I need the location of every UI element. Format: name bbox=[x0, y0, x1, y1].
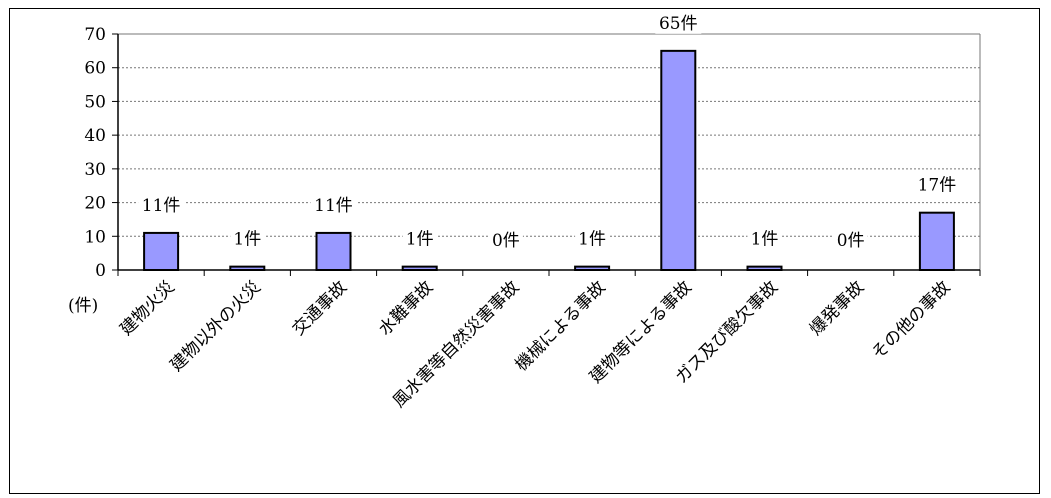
data-labels: 11件 1件 11件 1件 0件 1件 65件 1件 0件 17件 bbox=[138, 11, 960, 251]
y-tick-label: 50 bbox=[84, 92, 106, 112]
bar bbox=[660, 49, 697, 271]
data-label: 1件 bbox=[578, 230, 606, 250]
y-tick-labels: 0 10 20 30 40 50 60 70 bbox=[84, 25, 106, 281]
bar bbox=[315, 231, 352, 272]
data-label-bg bbox=[913, 173, 960, 196]
data-label-bg bbox=[575, 227, 610, 250]
category-label: 建物以外の火災 bbox=[167, 277, 265, 375]
category-label: 爆発事故 bbox=[806, 277, 868, 339]
data-label-bg bbox=[833, 229, 868, 251]
bar bbox=[229, 265, 266, 271]
data-label-bg bbox=[747, 227, 782, 250]
y-tick-label: 10 bbox=[84, 227, 106, 247]
category-label: 水難事故 bbox=[375, 277, 437, 339]
category-label: 機械による事故 bbox=[512, 277, 610, 375]
gridlines bbox=[118, 33, 981, 270]
data-label: 0件 bbox=[837, 231, 865, 251]
category-label: その他の事故 bbox=[868, 277, 954, 363]
y-tick-label: 60 bbox=[84, 59, 106, 79]
data-label-bg bbox=[488, 229, 523, 251]
data-label: 65件 bbox=[659, 14, 698, 34]
y-unit-label: (件) bbox=[68, 296, 98, 316]
chart-frame bbox=[9, 8, 1040, 494]
data-label: 11件 bbox=[314, 196, 353, 216]
bar bbox=[574, 265, 611, 271]
y-tick-label: 0 bbox=[95, 261, 106, 281]
data-label-bg bbox=[310, 193, 357, 216]
data-label-bg bbox=[655, 11, 702, 34]
category-label: 交通事故 bbox=[289, 277, 351, 339]
bar bbox=[746, 265, 783, 271]
y-tick-label: 70 bbox=[84, 25, 106, 45]
data-label-bg bbox=[138, 193, 185, 216]
data-label-bg bbox=[230, 227, 265, 250]
data-label: 17件 bbox=[918, 176, 957, 196]
data-label: 0件 bbox=[492, 231, 520, 251]
bars bbox=[143, 49, 955, 272]
bar bbox=[918, 211, 955, 271]
y-tick-label: 40 bbox=[84, 126, 106, 146]
bar bbox=[143, 231, 180, 272]
category-label: 建物火災 bbox=[116, 277, 178, 339]
data-label: 1件 bbox=[751, 230, 779, 250]
data-label: 1件 bbox=[406, 230, 434, 250]
data-label: 1件 bbox=[233, 230, 261, 250]
y-tick-label: 20 bbox=[84, 194, 106, 214]
data-label-bg bbox=[402, 227, 437, 250]
bar bbox=[401, 265, 438, 271]
data-label: 11件 bbox=[142, 196, 181, 216]
y-tick-label: 30 bbox=[84, 160, 106, 180]
